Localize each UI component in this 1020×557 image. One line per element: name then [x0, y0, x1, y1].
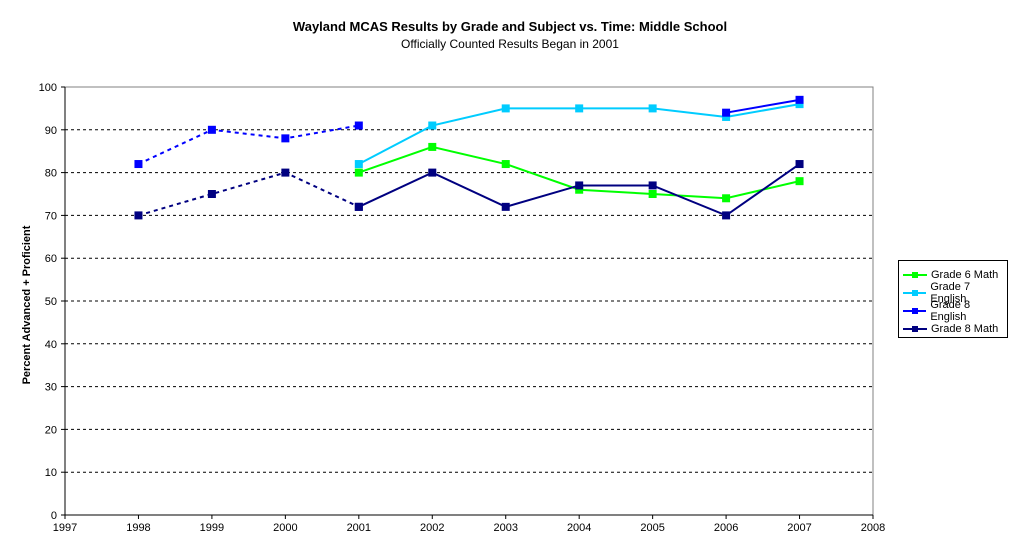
legend-swatch: [903, 267, 927, 283]
x-tick-label: 2004: [567, 522, 591, 534]
x-tick-label: 2000: [273, 522, 297, 534]
data-point: [428, 121, 437, 130]
y-tick-label: 80: [45, 168, 57, 180]
data-point: [648, 181, 657, 190]
data-point: [722, 211, 731, 220]
legend-item: Grade 6 Math: [903, 267, 998, 283]
series-line-grade-8-english: [725, 98, 800, 114]
data-point: [575, 181, 584, 190]
series-line-grade-7-english: [358, 103, 800, 165]
data-point: [795, 100, 804, 109]
data-point: [354, 121, 363, 130]
x-tick-label: 2005: [640, 522, 664, 534]
data-point: [207, 125, 216, 134]
y-tick-label: 70: [45, 210, 57, 222]
axes: 0 10 20 30 40 50 60 70 80 90 100 1997 1998 1999 2000 20…: [39, 82, 886, 534]
legend-label: Grade 8 Math: [931, 323, 999, 335]
data-point: [501, 202, 510, 211]
data-point: [795, 160, 804, 169]
legend-label: Grade 7 English: [930, 281, 971, 305]
x-tick-label: 2002: [420, 522, 444, 534]
data-point: [207, 190, 216, 198]
data-point: [722, 108, 731, 117]
x-tick-label: 2008: [861, 522, 885, 534]
x-tick-label: 2006: [714, 522, 738, 534]
series-line-unnamed-series-dashed: [138, 171, 360, 217]
y-tick-label: 90: [45, 125, 57, 137]
series-lines: [134, 95, 804, 220]
data-point: [501, 104, 510, 113]
x-tick-label: 2001: [347, 522, 371, 534]
data-point: [134, 211, 143, 220]
data-point: [428, 142, 437, 151]
series-line-unnamed-series-dashed: [138, 124, 359, 165]
data-point: [501, 160, 510, 169]
y-tick-label: 40: [45, 339, 57, 351]
x-tick-label: 2007: [787, 522, 811, 534]
data-point: [134, 160, 143, 169]
data-point: [575, 104, 584, 113]
y-tick-label: 100: [39, 82, 57, 94]
y-axis-label: Percent Advanced + Proficient: [21, 225, 33, 384]
x-tick-label: 1997: [53, 522, 77, 534]
data-point: [354, 202, 363, 211]
grid-lines: [65, 129, 873, 473]
legend-swatch: [903, 285, 927, 301]
legend-swatch: [903, 303, 927, 319]
y-tick-label: 50: [45, 296, 57, 308]
legend-label: Grade 6 Math: [931, 269, 999, 281]
chart-title: Wayland MCAS Results by Grade and Subjec…: [292, 19, 728, 34]
legend-item: Grade 7 English: [903, 281, 1007, 305]
legend-item: Grade 8 English: [903, 299, 1007, 323]
y-tick-label: 20: [45, 424, 57, 436]
y-tick-label: 30: [45, 382, 57, 394]
x-tick-label: 1999: [200, 522, 224, 534]
data-point: [281, 134, 290, 143]
data-point: [648, 104, 657, 113]
data-point: [722, 112, 731, 121]
x-tick-label: 1998: [126, 522, 150, 534]
legend-label: Grade 8 English: [930, 299, 971, 323]
y-tick-label: 10: [45, 467, 57, 479]
data-point: [281, 168, 290, 177]
x-tick-label: 2003: [493, 522, 517, 534]
data-point: [575, 185, 584, 194]
data-point: [795, 95, 804, 104]
legend: Grade 6 Math Grade 7 English Grade 8 Engli…: [898, 260, 1008, 338]
y-tick-label: 60: [45, 253, 57, 265]
legend-item: Grade 8 Math: [903, 321, 998, 337]
data-point: [428, 168, 437, 177]
data-point: [795, 177, 804, 186]
data-point: [354, 168, 363, 177]
data-point: [722, 194, 731, 203]
data-point: [354, 160, 363, 169]
chart-subtitle: Officially Counted Results Began in 2001: [401, 37, 619, 51]
y-tick-label: 0: [51, 510, 57, 522]
legend-swatch: [903, 321, 927, 337]
data-point: [648, 190, 657, 198]
